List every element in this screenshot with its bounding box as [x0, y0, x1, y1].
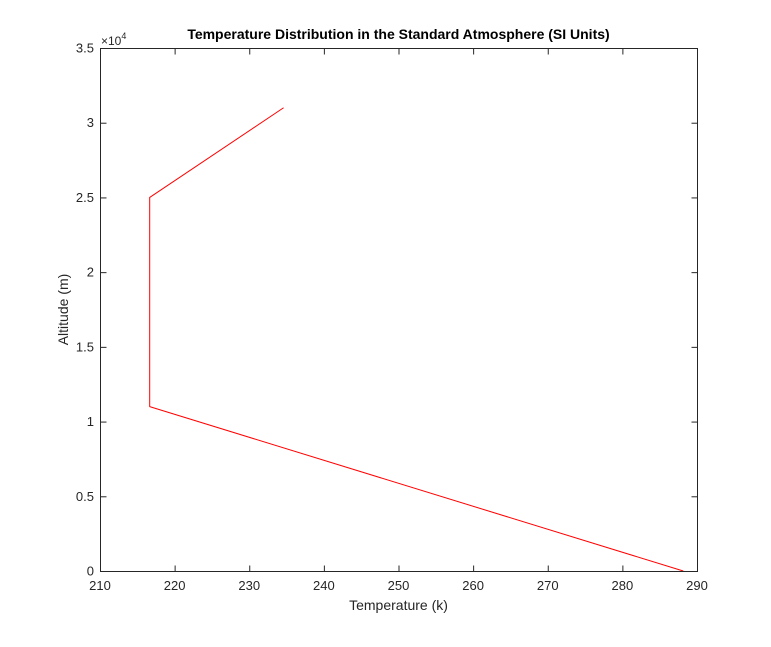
plot-area: [100, 48, 697, 571]
x-tick-label: 240: [313, 578, 335, 593]
y-tick-label: 3: [87, 115, 94, 130]
y-axis-label: Altitude (m): [55, 274, 71, 346]
x-tick-label: 270: [537, 578, 559, 593]
x-tick-label: 290: [686, 578, 708, 593]
x-tick-label: 250: [388, 578, 410, 593]
y-axis-exponent-base: ×10: [101, 34, 122, 48]
y-tick-label: 1.5: [76, 339, 94, 354]
y-tick-label: 0: [87, 564, 94, 579]
x-tick-label: 220: [164, 578, 186, 593]
y-axis-ticks: 0 0.5 1 1.5 2 2.5 3 3.5: [76, 41, 698, 579]
series-layer: [149, 107, 684, 572]
y-tick-label: 0.5: [76, 489, 94, 504]
y-tick-label: 3.5: [76, 41, 94, 56]
series-line-1: [149, 107, 684, 572]
y-tick-label: 1: [87, 414, 94, 429]
x-axis-ticks: 210 220 230 240 250 260 270 280 290: [89, 48, 708, 593]
y-tick-label: 2: [87, 265, 94, 280]
x-tick-label: 230: [238, 578, 260, 593]
x-tick-label: 280: [612, 578, 634, 593]
x-tick-label: 260: [462, 578, 484, 593]
y-axis-exponent-power: 4: [121, 31, 126, 41]
y-axis-exponent-label: ×104: [101, 31, 126, 48]
x-tick-label: 210: [89, 578, 111, 593]
chart-title: Temperature Distribution in the Standard…: [187, 26, 609, 42]
y-tick-label: 2.5: [76, 190, 94, 205]
x-axis-label: Temperature (k): [349, 597, 448, 613]
